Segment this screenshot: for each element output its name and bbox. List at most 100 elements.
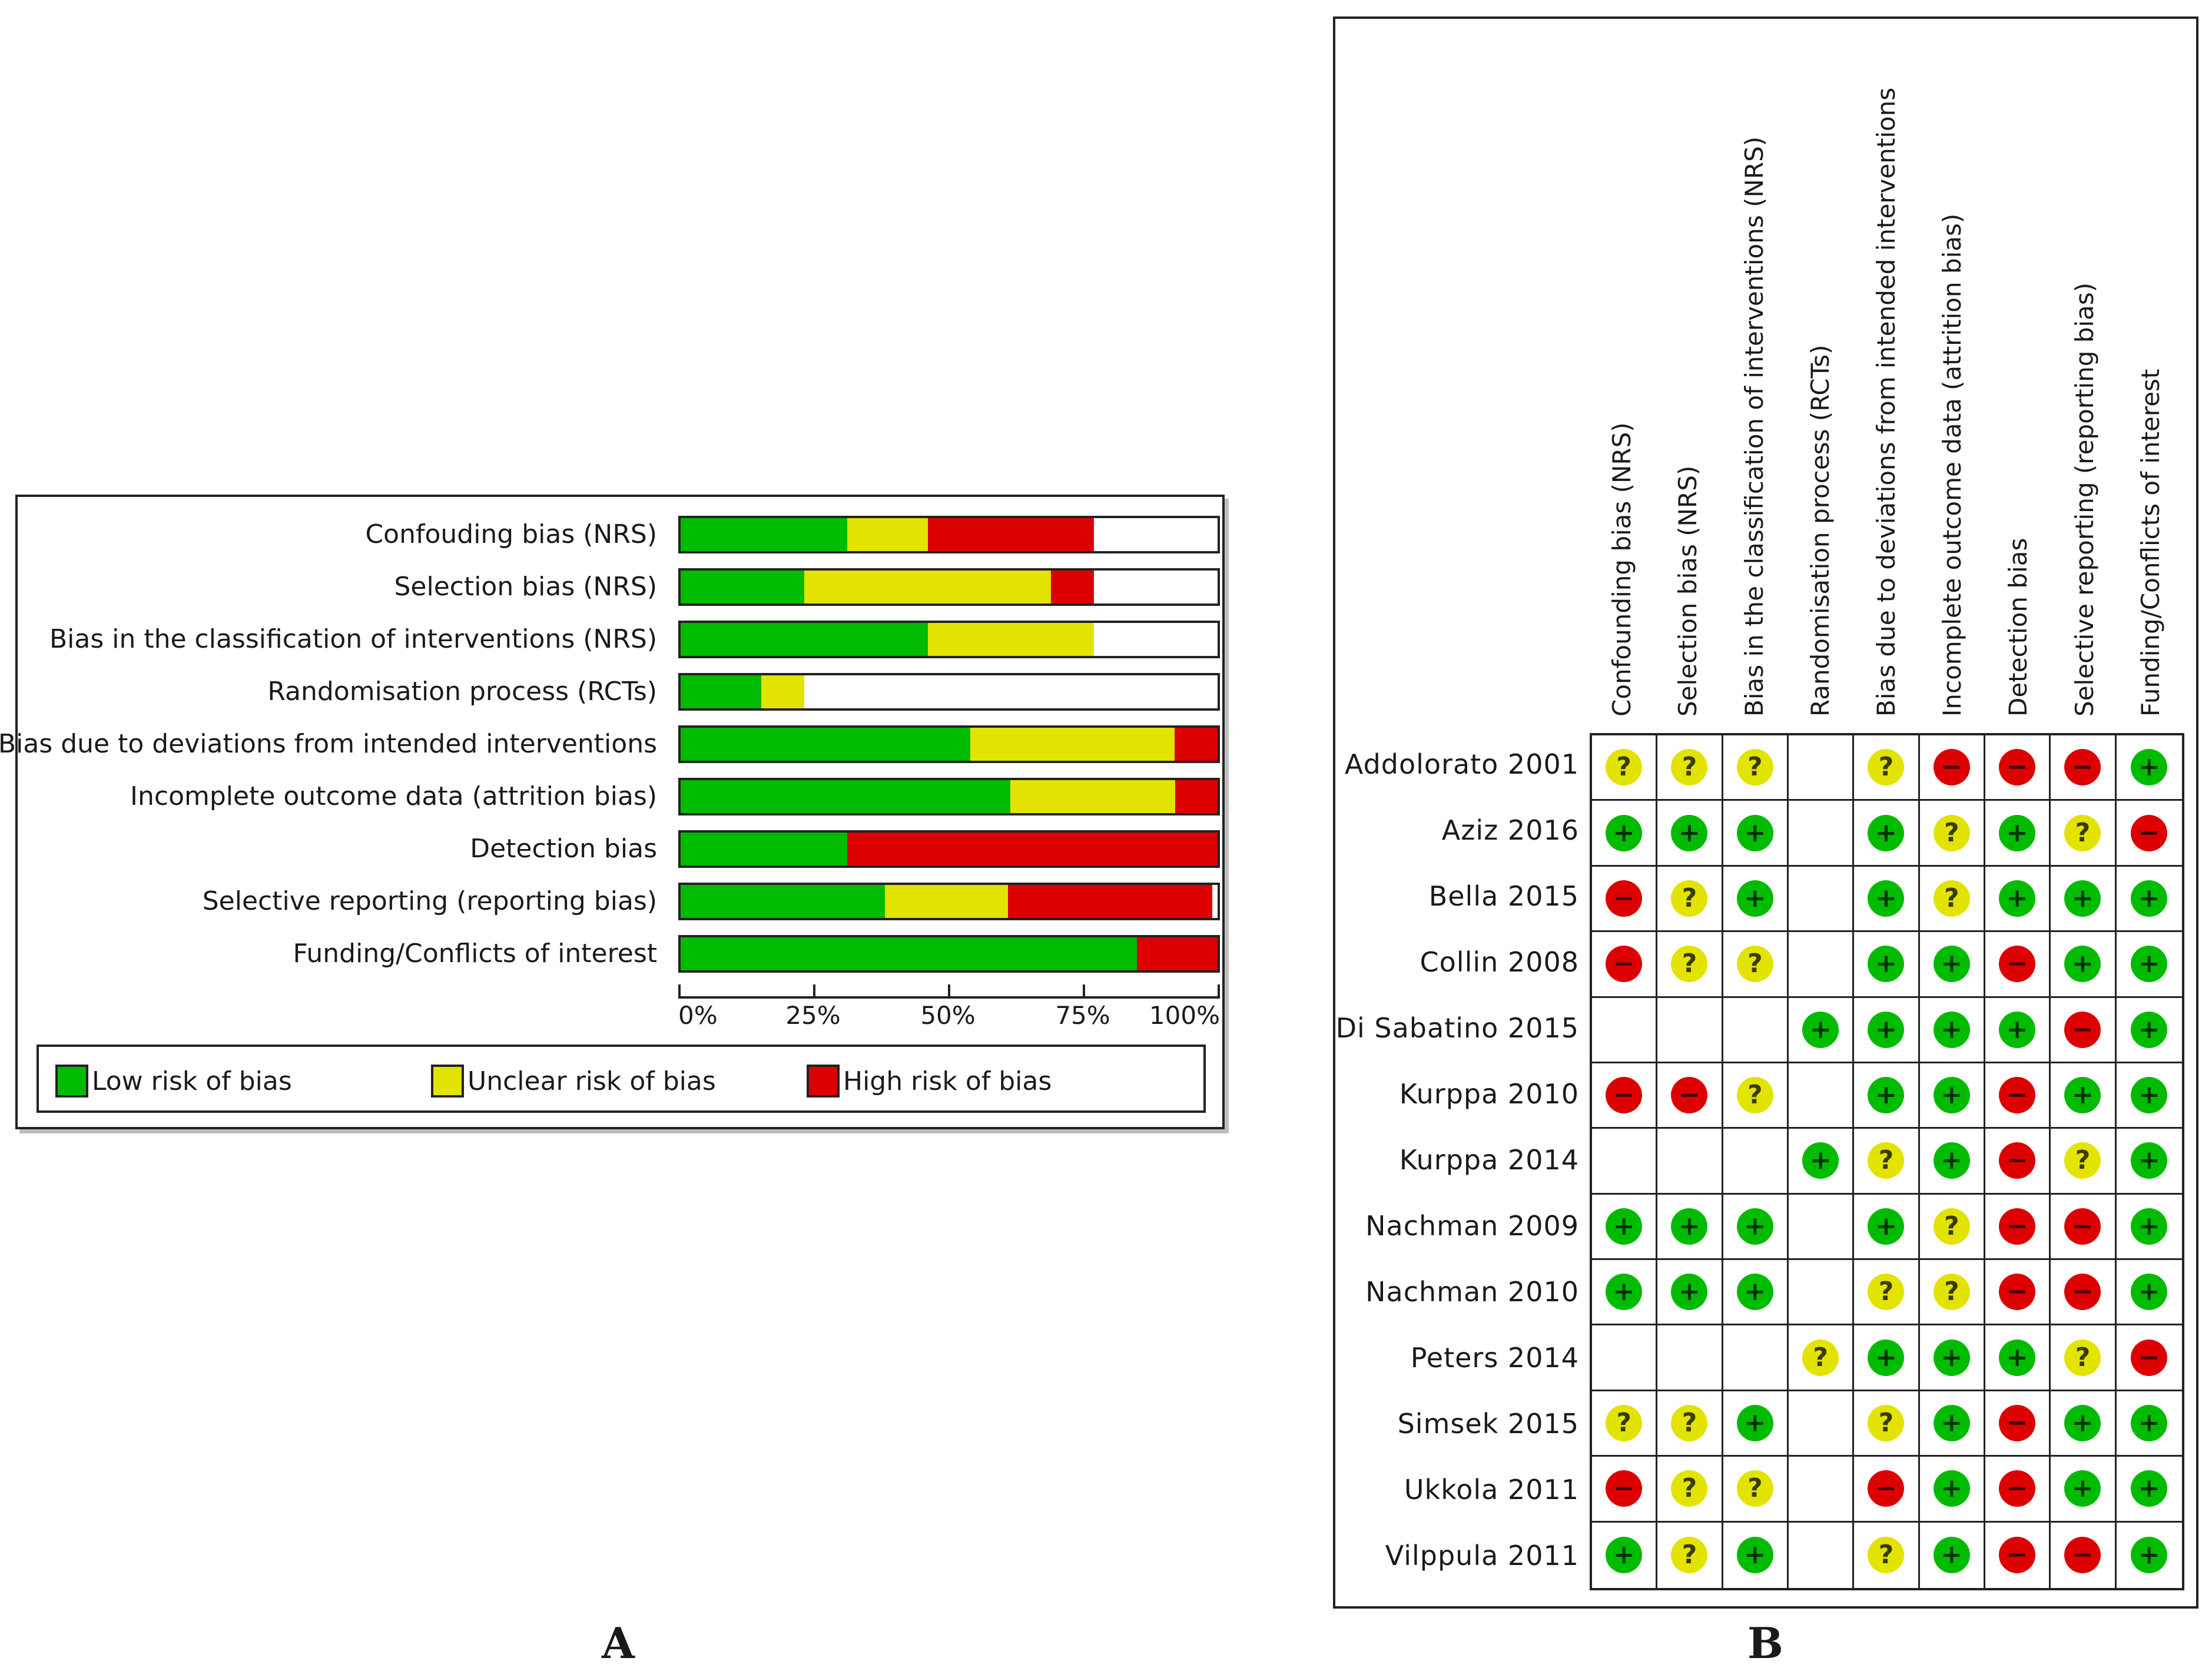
- bar: [678, 621, 1220, 658]
- grid-cell: ?: [1789, 1325, 1855, 1391]
- grid-cell: +: [2116, 1260, 2182, 1326]
- legend-item: Low risk of bias: [55, 1065, 292, 1098]
- grid-cell: +: [1854, 801, 1920, 867]
- x-tick-label: 75%: [1055, 1001, 1110, 1030]
- study-label: Kurppa 2014: [1399, 1144, 1579, 1176]
- bar: [678, 516, 1220, 553]
- column-header: Selection bias (NRS): [1673, 465, 1703, 717]
- grid-cell: ?: [1854, 1522, 1920, 1588]
- low-risk-icon: +: [1868, 1339, 1905, 1376]
- bar-segment-low: [681, 780, 1010, 813]
- low-risk-icon: +: [2131, 946, 2168, 983]
- high-risk-icon: −: [2064, 1011, 2101, 1048]
- grid-cell: −: [1592, 1457, 1658, 1523]
- bar-segment-low: [681, 675, 761, 708]
- bar-segment-high: [847, 833, 1218, 866]
- legend-label: Unclear risk of bias: [467, 1066, 716, 1096]
- grid-cell: ?: [1854, 1260, 1920, 1326]
- grid-cell: +: [1985, 801, 2051, 867]
- low-risk-icon: +: [1868, 814, 1905, 851]
- grid-cell: [1789, 801, 1855, 867]
- low-risk-icon: +: [1736, 1274, 1773, 1311]
- grid-cell: +: [1723, 1522, 1789, 1588]
- low-risk-icon: +: [2131, 1142, 2168, 1179]
- low-risk-icon: +: [1933, 1537, 1970, 1574]
- grid-cell: +: [1854, 932, 1920, 998]
- row-label: Selective reporting (reporting bias): [202, 886, 657, 916]
- low-risk-icon: +: [1868, 880, 1905, 917]
- high-risk-icon: −: [1671, 1077, 1708, 1114]
- low-risk-icon: +: [1999, 880, 2036, 917]
- study-label: Ukkola 2011: [1404, 1474, 1579, 1506]
- row-labels: Confouding bias (NRS) Selection bias (NRS…: [0, 497, 657, 1127]
- grid-cell: −: [2051, 1194, 2117, 1261]
- study-label: Kurppa 2010: [1399, 1078, 1579, 1110]
- low-risk-icon: +: [2131, 880, 2168, 917]
- bar-segment-unc: [847, 518, 928, 551]
- legend-label: Low risk of bias: [92, 1066, 292, 1096]
- unclear-risk-icon: ?: [1868, 749, 1905, 786]
- unclear-risk-icon: ?: [1736, 749, 1773, 786]
- unclear-risk-icon: ?: [1736, 946, 1773, 983]
- column-header: Bias due to deviations from intended int…: [1872, 87, 1901, 717]
- legend-item: Unclear risk of bias: [431, 1065, 716, 1098]
- x-axis: 0% 25% 50% 75% 100%: [678, 984, 1220, 1032]
- high-risk-icon: −: [1933, 749, 1970, 786]
- x-tick: [678, 984, 681, 999]
- unclear-risk-icon: ?: [2064, 1339, 2101, 1376]
- low-risk-icon: +: [1868, 1208, 1905, 1245]
- grid-cell: ?: [1723, 1063, 1789, 1129]
- grid-cell: +: [2051, 932, 2117, 998]
- grid-cell: −: [1985, 1522, 2051, 1588]
- grid-cell: +: [1919, 997, 1985, 1063]
- grid-cell: [1592, 997, 1658, 1063]
- bar: [678, 883, 1220, 920]
- grid-cell: −: [1985, 735, 2051, 801]
- low-risk-icon: +: [2131, 1470, 2168, 1507]
- unclear-risk-icon: ?: [2064, 814, 2101, 851]
- legend-swatch: [431, 1065, 464, 1098]
- grid-cell: −: [2051, 1260, 2117, 1326]
- low-risk-icon: +: [2131, 1077, 2168, 1114]
- grid-cell: +: [2116, 1195, 2182, 1261]
- grid-cell: ?: [2051, 1325, 2117, 1391]
- bar: [678, 568, 1220, 606]
- grid-cell: −: [1985, 1063, 2051, 1129]
- grid-cell: +: [1723, 866, 1789, 933]
- grid-cell: [1789, 735, 1855, 801]
- low-risk-icon: +: [1933, 1011, 1970, 1048]
- row-label: Confouding bias (NRS): [365, 519, 657, 549]
- study-label: Nachman 2010: [1365, 1276, 1579, 1308]
- grid-cell: [1657, 1325, 1723, 1391]
- grid-cell: [1592, 1129, 1658, 1195]
- grid-cell: ?: [1723, 932, 1789, 998]
- grid-cell: [1789, 1391, 1855, 1457]
- legend-item: High risk of bias: [807, 1065, 1052, 1098]
- low-risk-icon: +: [1868, 946, 1905, 983]
- grid-cell: −: [2116, 801, 2182, 867]
- grid-cell: −: [2051, 735, 2117, 801]
- low-risk-icon: +: [1736, 1405, 1773, 1442]
- bar-segment-high: [927, 518, 1095, 551]
- grid-cell: ?: [1657, 866, 1723, 933]
- grid-cell: [1789, 1194, 1855, 1261]
- unclear-risk-icon: ?: [1736, 1077, 1773, 1114]
- risk-of-bias-table: Confounding bias (NRS) Selection bias (NR…: [1333, 16, 2198, 1609]
- low-risk-icon: +: [2064, 1077, 2101, 1114]
- grid-cell: +: [1985, 1325, 2051, 1391]
- bar-segment-low: [681, 885, 885, 918]
- grid-cell: +: [1657, 801, 1723, 867]
- legend-swatch: [807, 1065, 840, 1098]
- column-header: Confounding bias (NRS): [1607, 422, 1637, 717]
- grid-cell: +: [1657, 1260, 1723, 1326]
- grid-cell: −: [1985, 1194, 2051, 1261]
- unclear-risk-icon: ?: [1671, 1537, 1708, 1574]
- grid-cell: +: [2116, 735, 2182, 801]
- column-header: Bias in the classification of interventi…: [1739, 136, 1769, 717]
- row-label: Detection bias: [470, 834, 657, 864]
- study-label: Di Sabatino 2015: [1335, 1012, 1579, 1044]
- high-risk-icon: −: [1999, 1077, 2036, 1114]
- grid-cell: ?: [1854, 735, 1920, 801]
- unclear-risk-icon: ?: [1868, 1405, 1905, 1442]
- unclear-risk-icon: ?: [1671, 946, 1708, 983]
